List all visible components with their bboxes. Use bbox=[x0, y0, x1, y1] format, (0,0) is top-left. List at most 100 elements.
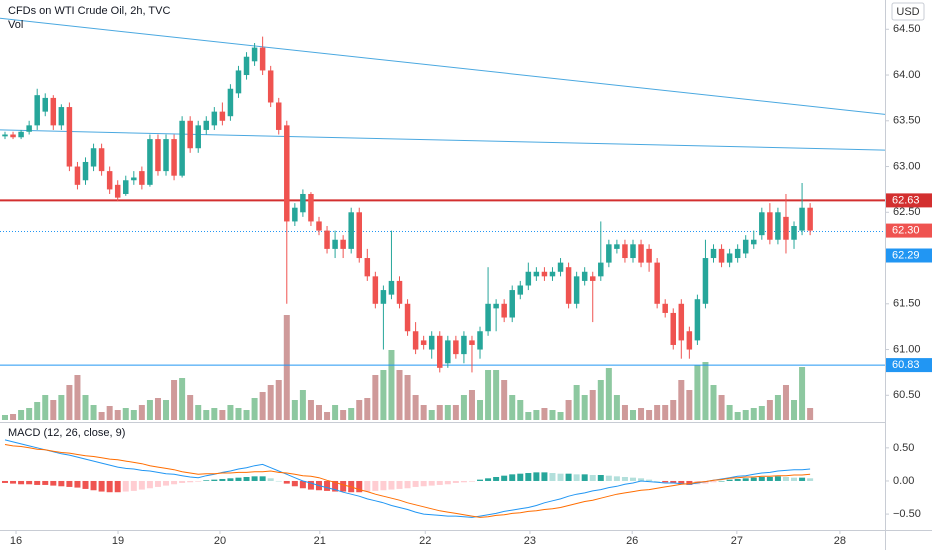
candle-body bbox=[453, 340, 459, 355]
currency-label[interactable]: USD bbox=[896, 6, 919, 18]
candle-body bbox=[179, 120, 185, 176]
candle-body bbox=[751, 239, 757, 245]
macd-histogram-bar bbox=[420, 480, 427, 487]
macd-histogram-bar bbox=[235, 477, 242, 481]
candle-body bbox=[654, 262, 660, 304]
candle-body bbox=[525, 271, 532, 286]
volume-bar bbox=[573, 385, 580, 420]
volume-bar bbox=[460, 395, 467, 420]
x-tick-label: 26 bbox=[626, 535, 638, 547]
candle-body bbox=[428, 335, 435, 350]
macd-histogram-bar bbox=[565, 473, 572, 481]
macd-histogram-bar bbox=[766, 476, 773, 481]
macd-tick-label: −0.50 bbox=[893, 508, 921, 520]
macd-histogram-bar bbox=[468, 480, 475, 482]
macd-histogram-bar bbox=[340, 480, 347, 492]
volume-bar bbox=[678, 380, 685, 420]
macd-histogram-bar bbox=[613, 476, 620, 481]
candle-body bbox=[10, 134, 16, 138]
macd-histogram-bar bbox=[758, 476, 765, 481]
volume-bar bbox=[299, 390, 306, 420]
candle-body bbox=[541, 271, 548, 277]
macd-histogram-bar bbox=[163, 480, 170, 486]
candle-body bbox=[66, 107, 73, 167]
volume-bar bbox=[275, 380, 282, 420]
candle-body bbox=[573, 276, 580, 304]
x-tick-label: 23 bbox=[524, 535, 536, 547]
volume-bar bbox=[388, 350, 395, 420]
candle-body bbox=[694, 299, 701, 341]
macd-histogram-bar bbox=[146, 480, 153, 489]
volume-bar bbox=[372, 375, 379, 420]
candle-body bbox=[324, 230, 330, 249]
candle-body bbox=[74, 166, 81, 185]
candle-body bbox=[18, 131, 24, 138]
y-tick-label: 60.50 bbox=[893, 389, 921, 401]
macd-histogram-bar bbox=[18, 480, 25, 485]
volume-bar bbox=[42, 395, 49, 420]
volume-bar bbox=[179, 378, 186, 420]
macd-histogram-bar bbox=[605, 475, 612, 481]
candle-body bbox=[783, 216, 789, 240]
candle-body bbox=[211, 111, 218, 126]
volume-bar bbox=[90, 405, 97, 420]
candle-body bbox=[606, 244, 612, 263]
volume-bar bbox=[219, 410, 226, 420]
volume-bar bbox=[597, 380, 604, 420]
volume-bar bbox=[485, 370, 492, 420]
volume-bar bbox=[380, 370, 387, 420]
candle-body bbox=[332, 239, 338, 249]
volume-bar bbox=[283, 315, 290, 420]
volume-bar bbox=[702, 362, 709, 420]
macd-histogram-bar bbox=[597, 475, 604, 481]
y-tick-label: 63.50 bbox=[893, 115, 921, 127]
candle-body bbox=[131, 177, 137, 181]
candle-body bbox=[445, 340, 451, 364]
macd-histogram-bar bbox=[533, 472, 540, 481]
volume-bar bbox=[340, 410, 347, 420]
macd-title: MACD (12, 26, close, 9) bbox=[8, 427, 125, 439]
volume-bar bbox=[517, 400, 524, 420]
price-level-label: 62.63 bbox=[892, 194, 920, 206]
macd-histogram-bar bbox=[654, 480, 661, 482]
macd-histogram-bar bbox=[662, 480, 669, 483]
axis-layer: 64.5064.0063.5063.0062.5062.0061.5061.00… bbox=[10, 23, 932, 547]
macd-histogram-bar bbox=[807, 478, 814, 481]
candle-body bbox=[348, 212, 354, 249]
macd-histogram-bar bbox=[98, 480, 105, 492]
volume-layer bbox=[1, 315, 814, 420]
volume-bar bbox=[549, 410, 556, 420]
candle-body bbox=[227, 88, 234, 117]
candle-body bbox=[372, 276, 379, 304]
macd-histogram-bar bbox=[106, 480, 113, 493]
volume-bar bbox=[195, 405, 202, 420]
candle-body bbox=[420, 340, 427, 345]
volume-bar bbox=[227, 405, 234, 420]
macd-histogram-bar bbox=[517, 473, 524, 481]
x-tick-label: 20 bbox=[214, 535, 226, 547]
volume-bar bbox=[10, 414, 17, 420]
volume-bar bbox=[509, 395, 516, 420]
volume-bar bbox=[694, 365, 701, 420]
volume-bar bbox=[468, 390, 475, 420]
x-tick-label: 27 bbox=[731, 535, 743, 547]
candle-body bbox=[26, 125, 32, 132]
volume-bar bbox=[525, 412, 532, 420]
y-tick-label: 62.50 bbox=[893, 206, 921, 218]
volume-bar bbox=[589, 390, 596, 420]
volume-bar bbox=[670, 400, 677, 420]
candle-body bbox=[123, 180, 129, 194]
volume-bar bbox=[613, 395, 620, 420]
volume-bar bbox=[26, 408, 33, 420]
volume-bar bbox=[18, 410, 25, 420]
macd-histogram-bar bbox=[1, 480, 8, 483]
candle-body bbox=[259, 47, 266, 71]
candle-body bbox=[662, 303, 668, 313]
candle-body bbox=[581, 271, 588, 281]
macd-histogram-bar bbox=[702, 480, 709, 484]
volume-bar bbox=[412, 395, 419, 420]
macd-histogram-bar bbox=[187, 480, 194, 483]
volume-bar bbox=[348, 408, 355, 420]
currency-button[interactable] bbox=[891, 2, 925, 21]
macd-histogram-bar bbox=[380, 480, 387, 491]
